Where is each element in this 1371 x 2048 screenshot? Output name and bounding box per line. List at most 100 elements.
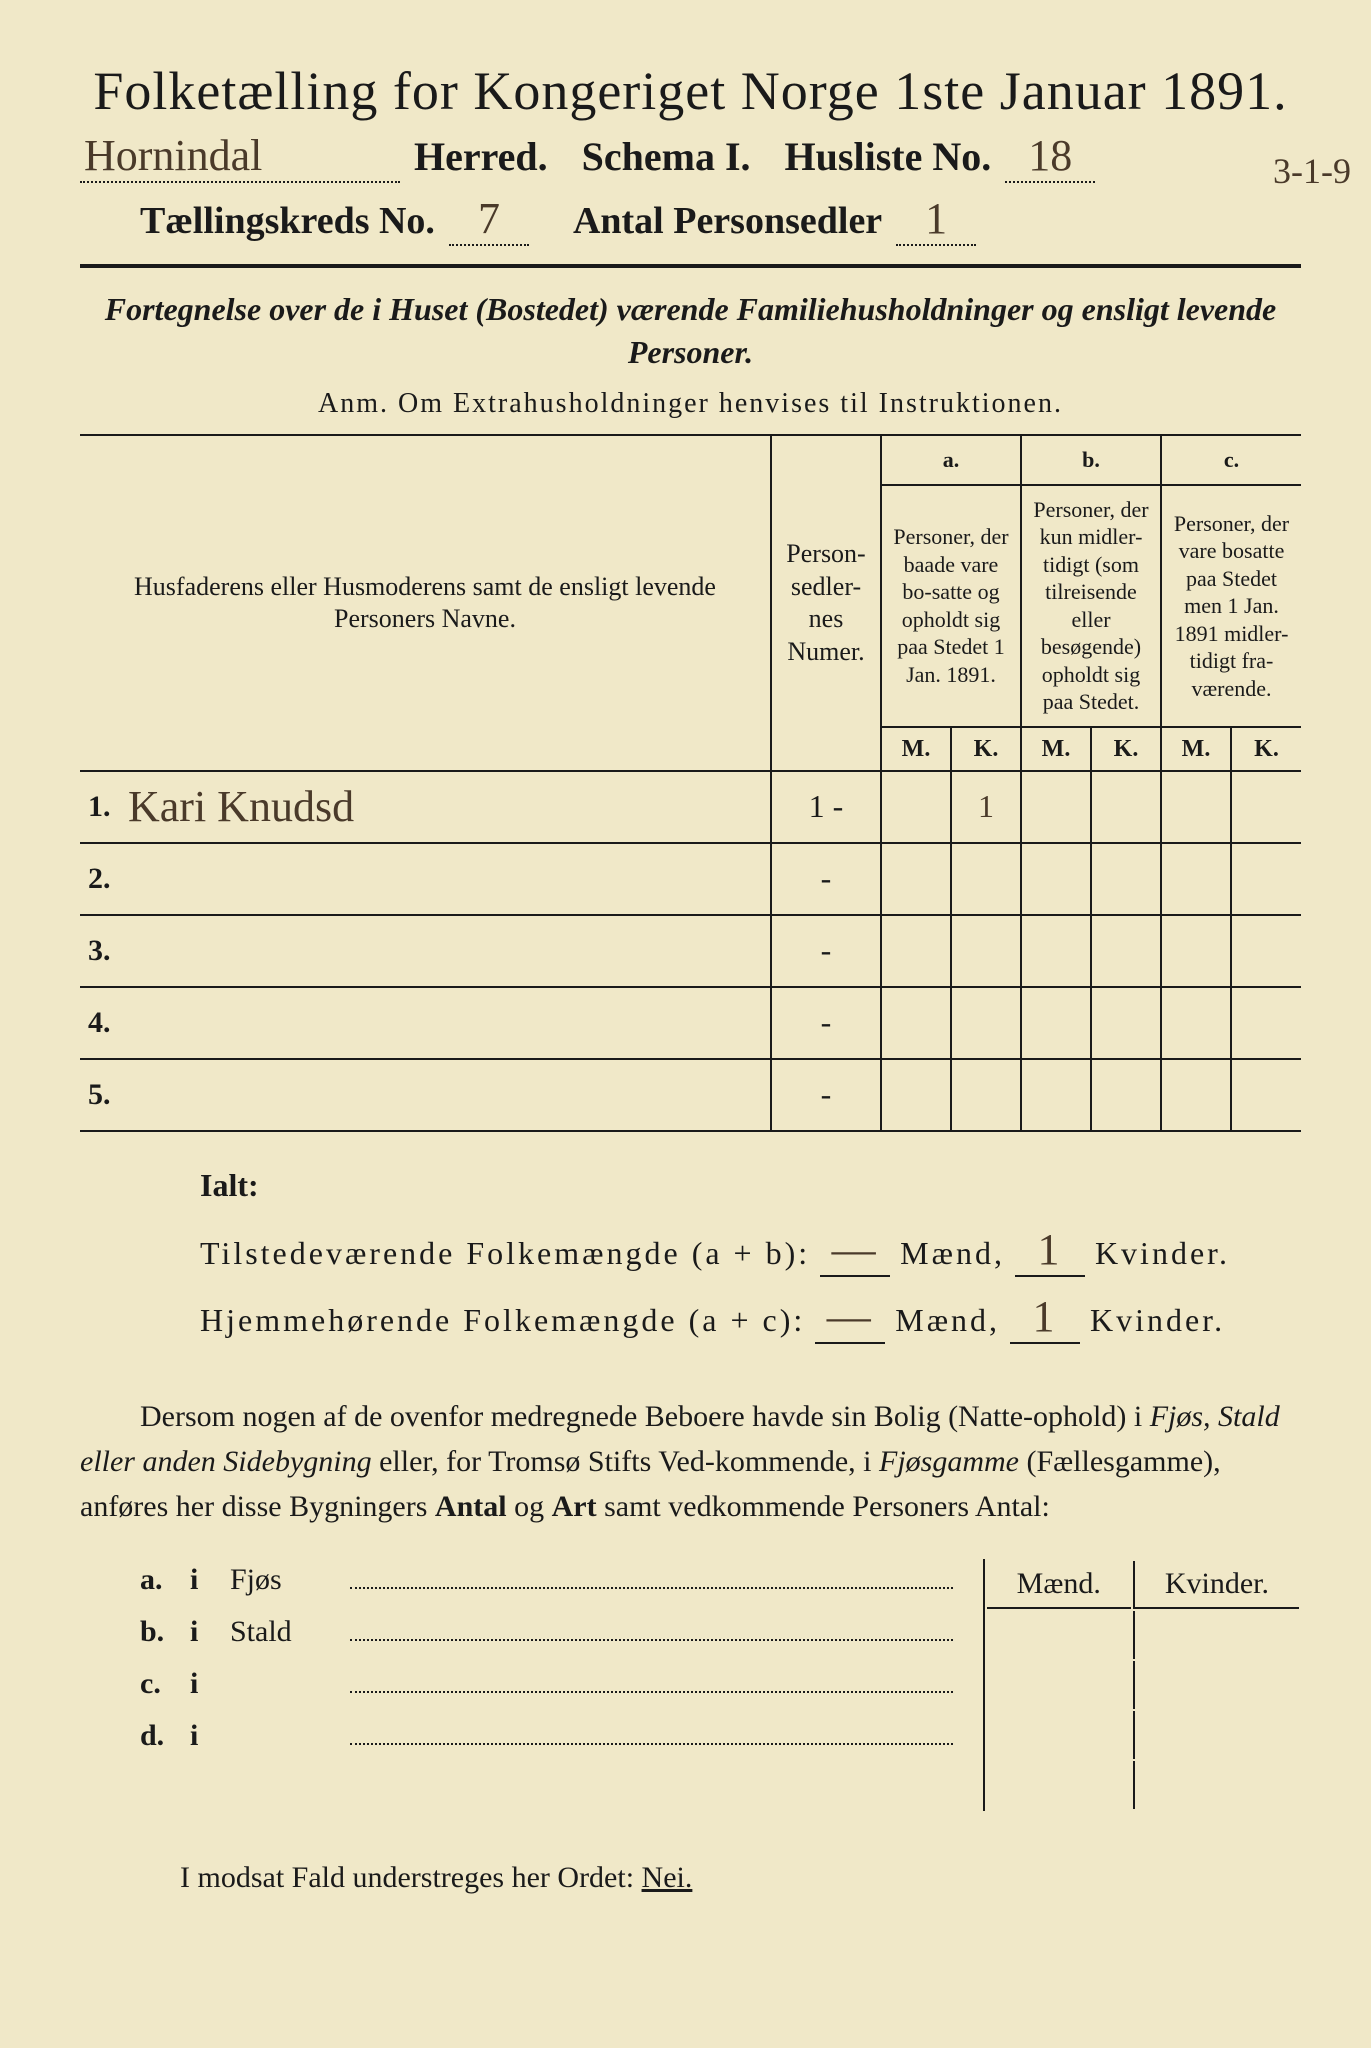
row-c-k [1231, 915, 1301, 987]
row-c-m [1161, 843, 1231, 915]
row-a-m [881, 1059, 951, 1131]
summary-resident: Hjemmehørende Folkemængde (a + c): — Mæn… [200, 1291, 1301, 1344]
row-b-k [1091, 915, 1161, 987]
dotted-fill [350, 1559, 953, 1589]
col-c-k: K. [1231, 727, 1301, 771]
buildings-paragraph: Dersom nogen af de ovenfor medregnede Be… [80, 1394, 1301, 1529]
margin-annotation: 3-1-9 [1273, 150, 1351, 192]
row-b-k [1091, 771, 1161, 843]
col-header-number: Person-sedler-nes Numer. [771, 435, 881, 771]
resident-men: — [815, 1291, 885, 1344]
table-row: 5.- [80, 1059, 1301, 1131]
row-b-k [1091, 987, 1161, 1059]
building-row-type: Fjøs [230, 1563, 330, 1597]
row-b-m [1021, 1059, 1091, 1131]
personsedler-label: Antal Personsedler [573, 199, 882, 243]
col-a-m: M. [881, 727, 951, 771]
row-c-k [1231, 987, 1301, 1059]
buildings-maend-header: Mænd. [987, 1561, 1131, 1609]
census-table: Husfaderens eller Husmoderens samt de en… [80, 434, 1301, 1132]
row-a-k [951, 987, 1021, 1059]
herred-name-handwritten: Hornindal [80, 130, 400, 183]
col-header-name: Husfaderens eller Husmoderens samt de en… [80, 435, 771, 771]
form-main-title: Folketælling for Kongeriget Norge 1ste J… [80, 60, 1301, 122]
husliste-label: Husliste No. [785, 133, 992, 180]
buildings-mk-table: Mænd. Kvinder. [983, 1559, 1301, 1811]
building-row-letter: a. [140, 1563, 170, 1597]
row-c-m [1161, 1059, 1231, 1131]
row-c-k [1231, 771, 1301, 843]
col-a-letter: a. [881, 435, 1021, 485]
row-a-m [881, 915, 951, 987]
col-b-k: K. [1091, 727, 1161, 771]
row-a-k [951, 1059, 1021, 1131]
row-c-m [1161, 915, 1231, 987]
building-row-i: i [190, 1563, 210, 1597]
table-row: 4.- [80, 987, 1301, 1059]
summary-ialt: Ialt: [200, 1167, 1301, 1204]
building-row-i: i [190, 1667, 210, 1701]
row-c-m [1161, 771, 1231, 843]
kreds-line: Tællingskreds No. 7 Antal Personsedler 1 [140, 193, 1301, 246]
present-women: 1 [1015, 1224, 1085, 1277]
row-b-k [1091, 1059, 1161, 1131]
col-a-desc: Personer, der baade vare bo-satte og oph… [881, 485, 1021, 727]
building-row-type: Stald [230, 1615, 330, 1649]
row-c-m [1161, 987, 1231, 1059]
form-note-anm: Anm. Om Extrahusholdninger henvises til … [80, 388, 1301, 420]
building-row-letter: d. [140, 1719, 170, 1753]
building-row: c. i [140, 1663, 953, 1701]
herred-label: Herred. [414, 133, 548, 180]
footer-line: I modsat Fald understreges her Ordet: Ne… [80, 1861, 1301, 1895]
summary-present: Tilstedeværende Folkemængde (a + b): — M… [200, 1224, 1301, 1277]
col-c-desc: Personer, der vare bosatte paa Stedet me… [1161, 485, 1301, 727]
buildings-block: a. i Fjøs b. i Stald c. i d. i Mænd. Kvinder. [140, 1559, 1301, 1811]
dotted-fill [350, 1611, 953, 1641]
row-c-k [1231, 843, 1301, 915]
row-a-m [881, 771, 951, 843]
present-men: — [820, 1224, 890, 1277]
building-row: a. i Fjøs [140, 1559, 953, 1597]
herred-line: Hornindal Herred. Schema I. Husliste No.… [80, 130, 1301, 183]
form-subtitle: Fortegnelse over de i Huset (Bostedet) v… [80, 288, 1301, 374]
row-a-k [951, 843, 1021, 915]
row-a-m [881, 843, 951, 915]
husliste-number: 18 [1005, 130, 1095, 183]
row-b-m [1021, 771, 1091, 843]
row-a-k: 1 [951, 771, 1021, 843]
table-row: 1.Kari Knudsd1 -1 [80, 771, 1301, 843]
kreds-number: 7 [449, 193, 529, 246]
row-b-m [1021, 915, 1091, 987]
buildings-kvinder-header: Kvinder. [1133, 1561, 1299, 1609]
col-c-letter: c. [1161, 435, 1301, 485]
col-b-letter: b. [1021, 435, 1161, 485]
census-form-page: 3-1-9 Folketælling for Kongeriget Norge … [0, 0, 1371, 2048]
divider-rule [80, 264, 1301, 268]
personsedler-number: 1 [896, 193, 976, 246]
row-personsedler: - [771, 915, 881, 987]
building-row: d. i [140, 1715, 953, 1753]
table-row: 2.- [80, 843, 1301, 915]
summary-block: Ialt: Tilstedeværende Folkemængde (a + b… [200, 1167, 1301, 1344]
row-a-k [951, 915, 1021, 987]
col-c-m: M. [1161, 727, 1231, 771]
col-a-k: K. [951, 727, 1021, 771]
row-personsedler: 1 - [771, 771, 881, 843]
row-b-m [1021, 843, 1091, 915]
col-b-desc: Personer, der kun midler-tidigt (som til… [1021, 485, 1161, 727]
table-row: 3.- [80, 915, 1301, 987]
row-personsedler: - [771, 987, 881, 1059]
schema-label: Schema I. [582, 133, 751, 180]
resident-women: 1 [1010, 1291, 1080, 1344]
row-personsedler: - [771, 1059, 881, 1131]
building-row-letter: b. [140, 1615, 170, 1649]
building-row: b. i Stald [140, 1611, 953, 1649]
row-personsedler: - [771, 843, 881, 915]
col-b-m: M. [1021, 727, 1091, 771]
building-row-letter: c. [140, 1667, 170, 1701]
dotted-fill [350, 1663, 953, 1693]
building-row-i: i [190, 1615, 210, 1649]
footer-nei: Nei. [642, 1861, 693, 1894]
building-row-i: i [190, 1719, 210, 1753]
dotted-fill [350, 1715, 953, 1745]
